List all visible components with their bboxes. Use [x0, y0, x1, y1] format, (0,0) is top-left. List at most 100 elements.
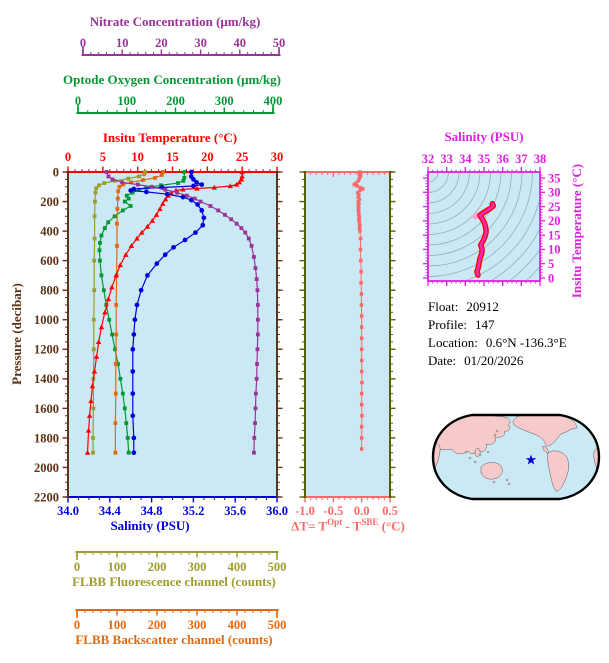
ts-salinity-axis-title: Salinity (PSU) — [444, 129, 524, 144]
svg-text:0: 0 — [74, 560, 80, 574]
delta-t-side-borders — [299, 171, 396, 498]
svg-text:33: 33 — [440, 152, 453, 166]
map-landmasses — [433, 415, 599, 492]
svg-text:1400: 1400 — [34, 372, 59, 386]
svg-text:200: 200 — [148, 618, 167, 632]
svg-text:15: 15 — [548, 228, 561, 242]
svg-text:300: 300 — [188, 560, 207, 574]
svg-text:400: 400 — [228, 560, 247, 574]
svg-text:20: 20 — [201, 150, 214, 164]
svg-text:-0.5: -0.5 — [323, 504, 343, 518]
info-line-date: Date: 01/20/2026 — [428, 353, 567, 369]
svg-text:500: 500 — [268, 618, 287, 632]
salinity-axis-title: Salinity (PSU) — [110, 518, 190, 533]
temperature-axis: 0 5 10 15 20 25 30 — [65, 150, 284, 173]
svg-text:300: 300 — [215, 94, 234, 108]
ts-profile-curve — [472, 200, 497, 278]
svg-text:2200: 2200 — [34, 490, 59, 504]
info-label: Location: — [428, 335, 478, 350]
svg-text:10: 10 — [548, 243, 561, 257]
svg-text:36.0: 36.0 — [266, 504, 288, 518]
backscatter-axis-title: FLBB Backscatter channel (counts) — [75, 632, 273, 647]
svg-text:20: 20 — [155, 36, 168, 50]
svg-text:40: 40 — [234, 36, 247, 50]
svg-text:25: 25 — [236, 150, 249, 164]
oxygen-axis: 0 100 200 300 400 — [75, 94, 283, 114]
info-line-profile: Profile: 147 — [428, 317, 567, 333]
oxygen-axis-title: Optode Oxygen Concentration (μm/kg) — [63, 72, 281, 87]
svg-text:36: 36 — [496, 152, 509, 166]
temperature-axis-title: Insitu Temperature (°C) — [102, 130, 238, 145]
info-line-location: Location: 0.6°N -136.3°E — [428, 335, 567, 351]
info-value: 20912 — [466, 299, 499, 314]
svg-text:0: 0 — [75, 94, 81, 108]
info-value: 0.6°N -136.3°E — [485, 335, 567, 350]
svg-text:35.2: 35.2 — [182, 504, 204, 518]
svg-text:34.8: 34.8 — [141, 504, 163, 518]
svg-text:600: 600 — [40, 254, 59, 268]
svg-text:400: 400 — [264, 94, 283, 108]
svg-text:34.0: 34.0 — [57, 504, 79, 518]
delta-t-series — [352, 170, 365, 451]
info-label: Profile: — [428, 317, 467, 332]
svg-text:0: 0 — [53, 165, 59, 179]
delta-title-sup-opt: Opt — [327, 517, 343, 527]
ts-temperature-axis-title: Insitu Temperature (°C) — [569, 163, 584, 299]
svg-text:0.0: 0.0 — [354, 504, 370, 518]
svg-text:500: 500 — [268, 560, 287, 574]
svg-text:30: 30 — [271, 150, 284, 164]
backscatter-axis: 0 100 200 300 400 500 — [74, 609, 287, 632]
delta-t-bottom-axis: -1.0 -0.5 0.0 0.5 — [295, 496, 398, 518]
svg-text:0.5: 0.5 — [382, 504, 398, 518]
delta-title-part: - T — [342, 518, 362, 534]
svg-text:0: 0 — [65, 150, 71, 164]
svg-text:5: 5 — [100, 150, 106, 164]
svg-text:800: 800 — [40, 284, 59, 298]
svg-text:35.6: 35.6 — [224, 504, 246, 518]
svg-text:300: 300 — [188, 618, 207, 632]
nitrate-series — [104, 170, 260, 455]
nitrate-axis-title: Nitrate Concentration (μm/kg) — [89, 14, 261, 29]
fluorescence-series — [91, 170, 147, 455]
svg-text:10: 10 — [131, 150, 144, 164]
svg-text:10: 10 — [116, 36, 129, 50]
salinity-axis: 34.0 34.4 34.8 35.2 35.6 36.0 — [57, 496, 288, 518]
svg-text:34.4: 34.4 — [99, 504, 122, 518]
pressure-axis-title: Pressure (decibar) — [9, 283, 24, 385]
world-map — [431, 413, 601, 501]
nitrate-axis: 0 10 20 30 40 50 — [80, 36, 286, 56]
info-label: Date: — [428, 353, 457, 368]
svg-text:100: 100 — [117, 94, 136, 108]
svg-text:5: 5 — [548, 257, 554, 271]
svg-text:100: 100 — [108, 618, 127, 632]
info-value: 147 — [475, 317, 495, 332]
svg-text:30: 30 — [548, 186, 561, 200]
svg-text:200: 200 — [166, 94, 185, 108]
svg-text:0: 0 — [74, 618, 80, 632]
delta-title-part: ΔT= T — [291, 518, 328, 534]
pressure-axis-left: 0 200 400 600 800 1000 1200 1400 1600 1800 2000 220… — [34, 165, 69, 504]
svg-text:0: 0 — [548, 271, 554, 285]
svg-text:50: 50 — [273, 36, 286, 50]
svg-text:1600: 1600 — [34, 402, 59, 416]
backscatter-series — [113, 170, 165, 455]
delta-t-axis-title: ΔT= TOpt - TSBE (°C) — [291, 517, 405, 534]
svg-text:35: 35 — [548, 171, 561, 185]
temperature-series — [84, 169, 245, 455]
svg-text:35: 35 — [478, 152, 491, 166]
svg-text:1000: 1000 — [34, 313, 59, 327]
svg-text:400: 400 — [40, 224, 59, 238]
svg-text:-1.0: -1.0 — [295, 504, 315, 518]
fluorescence-axis-title: FLBB Fluorescence channel (counts) — [72, 574, 276, 589]
float-location-star-icon — [525, 454, 537, 465]
pressure-axis-right — [276, 171, 283, 498]
svg-text:20: 20 — [548, 214, 561, 228]
svg-text:400: 400 — [228, 618, 247, 632]
svg-text:1200: 1200 — [34, 343, 59, 357]
svg-text:100: 100 — [108, 560, 127, 574]
svg-text:34: 34 — [459, 152, 472, 166]
delta-title-part: (°C) — [378, 518, 405, 534]
